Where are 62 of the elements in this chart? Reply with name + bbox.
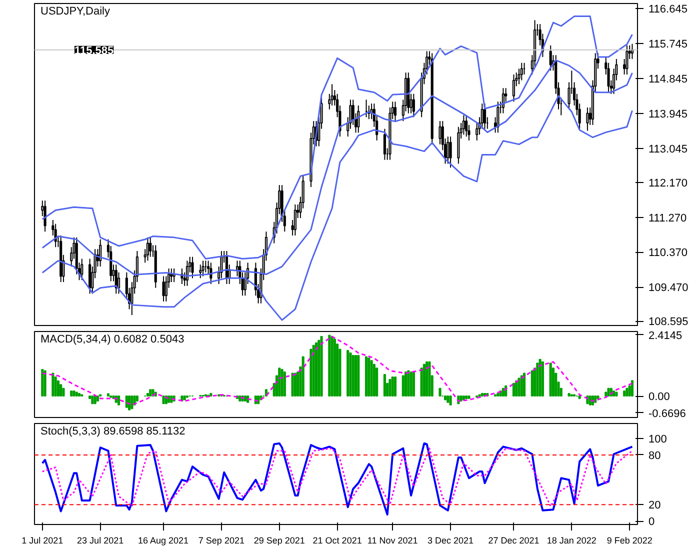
y-tick-label: 115.745 xyxy=(648,38,688,51)
candlestick xyxy=(607,62,610,92)
x-tick-label: 16 Aug 2021 xyxy=(138,536,189,546)
x-tick-label: 7 Sep 2021 xyxy=(198,536,244,546)
candlestick xyxy=(483,103,486,130)
y-tick-label: 0.00 xyxy=(648,391,670,403)
x-tick-label: 27 Dec 2021 xyxy=(488,536,540,546)
candlestick xyxy=(549,44,552,72)
x-tick-label: 1 Jul 2021 xyxy=(22,536,64,546)
y-tick-label: 109.470 xyxy=(648,282,688,294)
candlestick xyxy=(512,74,516,102)
candlestick xyxy=(446,136,450,164)
chart-title: USDJPY,Daily xyxy=(40,6,110,18)
candlestick xyxy=(146,236,150,262)
y-tick-label: 108.595 xyxy=(648,316,688,328)
candlestick xyxy=(383,128,386,160)
x-tick-label: 18 Jan 2022 xyxy=(546,536,596,546)
candlestick xyxy=(202,260,204,277)
candlestick xyxy=(496,101,500,134)
y-tick-label: 111.270 xyxy=(648,212,687,224)
ref-line-label: 115.585 xyxy=(74,44,114,57)
candlestick xyxy=(191,256,194,279)
x-tick-label: 23 Jul 2021 xyxy=(77,536,124,546)
y-tick-label: 112.170 xyxy=(648,177,688,190)
candlestick xyxy=(44,200,46,232)
candlestick xyxy=(394,101,397,122)
candlestick xyxy=(520,62,523,81)
candlestick xyxy=(330,84,334,106)
line-series xyxy=(42,336,633,406)
y-tick-label: 110.370 xyxy=(648,247,688,260)
chart-title: Stoch(5,3,3) 89.6598 85.1132 xyxy=(40,426,186,438)
line-series xyxy=(42,448,633,508)
candlestick xyxy=(80,258,84,281)
line-series xyxy=(41,442,634,516)
candlestick xyxy=(88,258,92,294)
y-tick-label: 114.845 xyxy=(648,74,688,86)
y-tick-label: 116.645 xyxy=(648,4,688,16)
y-tick-label: 100 xyxy=(648,433,667,446)
candlestick xyxy=(586,106,589,132)
y-tick-label: 0 xyxy=(648,516,655,528)
candlestick xyxy=(626,44,628,75)
candlestick xyxy=(294,204,296,236)
chart-title: MACD(5,34,4) 0.6082 0.5043 xyxy=(40,334,184,346)
y-tick-label: 80 xyxy=(648,450,661,462)
candlestick xyxy=(149,236,152,258)
y-tick-label: 2.4145 xyxy=(648,330,682,342)
x-tick-label: 3 Dec 2021 xyxy=(428,536,474,546)
candlestick xyxy=(412,93,415,118)
candlestick xyxy=(462,114,465,136)
y-tick-label: 113.045 xyxy=(648,143,688,156)
candlestick xyxy=(162,276,165,302)
x-tick-label: 9 Feb 2022 xyxy=(606,536,652,546)
candlestick xyxy=(449,136,452,168)
candlestick xyxy=(199,264,202,279)
x-tick-label: 11 Nov 2021 xyxy=(367,536,418,546)
x-tick-label: 29 Sep 2021 xyxy=(254,536,305,546)
y-tick-label: 20 xyxy=(648,500,661,512)
candlestick xyxy=(117,272,120,294)
y-tick-label: 113.945 xyxy=(648,108,688,120)
x-tick-label: 21 Oct 2021 xyxy=(312,536,362,546)
y-tick-label: -0.6696 xyxy=(648,408,686,420)
candlestick xyxy=(465,114,468,138)
